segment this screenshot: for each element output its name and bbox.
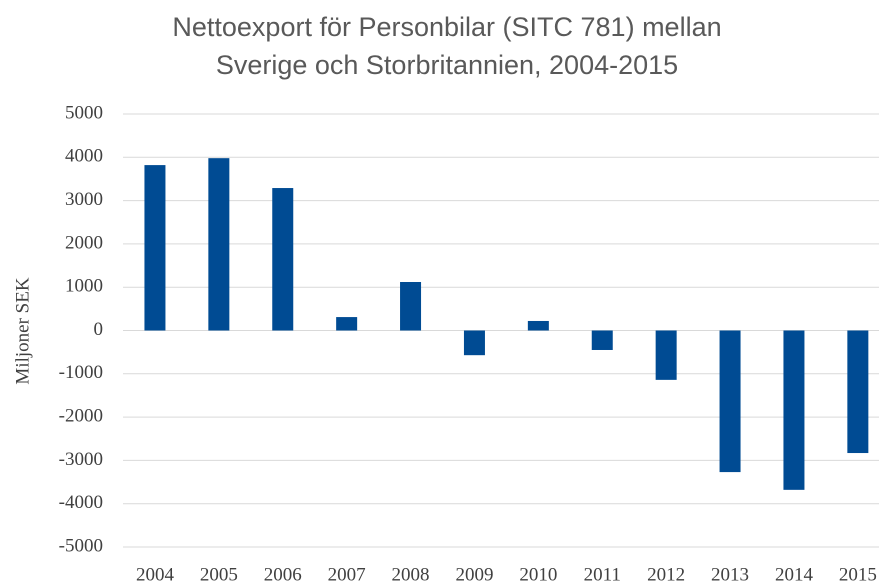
y-tick-label: -1000 (59, 362, 103, 383)
x-tick-label: 2010 (519, 564, 557, 584)
y-tick-label: 0 (94, 319, 104, 340)
y-tick-label: -4000 (59, 492, 103, 513)
bar (400, 282, 422, 331)
bar (208, 158, 230, 331)
bar (783, 330, 805, 490)
bar (591, 330, 613, 350)
y-tick-label: 1000 (65, 276, 103, 297)
bar (655, 330, 677, 380)
x-tick-label: 2011 (584, 564, 621, 584)
x-tick-label: 2014 (775, 564, 814, 584)
bar (847, 330, 869, 454)
x-tick-label: 2009 (455, 564, 493, 584)
x-tick-label: 2005 (200, 564, 238, 584)
y-tick-label: 5000 (65, 102, 103, 123)
chart-title: Sverige och Storbritannien, 2004-2015 (216, 50, 678, 80)
x-tick-label: 2015 (839, 564, 877, 584)
x-tick-label: 2008 (392, 564, 430, 584)
bar (527, 320, 549, 331)
y-tick-label: 3000 (65, 189, 103, 210)
y-tick-label: -2000 (59, 405, 103, 426)
y-tick-label: 4000 (65, 146, 103, 167)
bar (463, 330, 485, 356)
x-tick-label: 2013 (711, 564, 749, 584)
x-tick-label: 2004 (136, 564, 175, 584)
bar (272, 188, 294, 331)
bar (336, 317, 358, 331)
x-tick-label: 2007 (328, 564, 366, 584)
chart-title: Nettoexport för Personbilar (SITC 781) m… (172, 12, 721, 42)
bar (719, 330, 741, 473)
x-tick-label: 2006 (264, 564, 302, 584)
x-tick-label: 2012 (647, 564, 685, 584)
y-tick-label: -5000 (59, 535, 103, 556)
y-axis-label: Miljoner SEK (12, 277, 33, 384)
bar (144, 165, 166, 331)
y-tick-label: 2000 (65, 232, 103, 253)
y-tick-label: -3000 (59, 449, 103, 470)
